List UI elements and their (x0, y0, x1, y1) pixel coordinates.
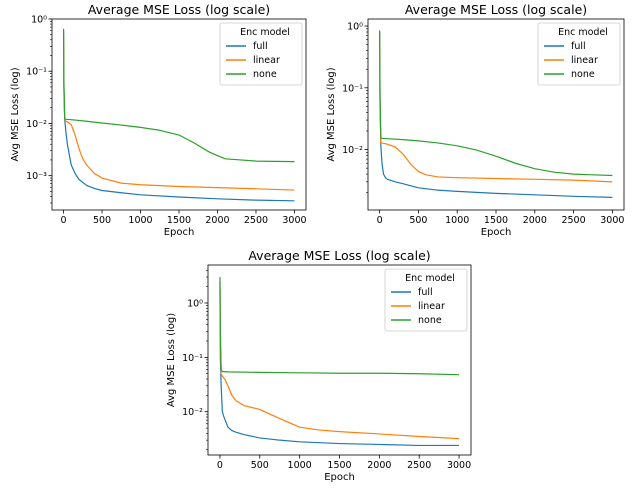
x-tick-label: 0 (61, 215, 67, 226)
y-tick-label: 10⁰ (187, 299, 203, 310)
y-tick-label: 10⁰ (347, 22, 363, 33)
y-tick-label: 10⁻² (342, 145, 363, 156)
y-tick-label: 10⁻² (182, 407, 203, 418)
y-tick-label: 10⁰ (31, 15, 47, 26)
legend-label-full: full (418, 287, 433, 298)
y-axis-label: Avg MSE Loss (log) (166, 313, 177, 407)
series-line-full (62, 30, 295, 202)
y-tick-label: 10⁻¹ (342, 83, 363, 94)
legend-label-linear: linear (418, 301, 445, 312)
legend-box (384, 268, 468, 332)
chart-bottom: Average MSE Loss (log scale) 0 500 1000 1500… (166, 248, 472, 483)
y-tick-label: 10⁻³ (26, 171, 47, 182)
y-axis-label: Avg MSE Loss (log) (326, 67, 337, 161)
legend-label-none: none (418, 315, 442, 326)
series-line-full (219, 281, 460, 447)
legend-label-none: none (571, 69, 595, 80)
legend-label-full: full (571, 41, 586, 52)
x-tick-label: 2000 (523, 215, 547, 226)
x-tick-label: 2000 (205, 215, 229, 226)
chart-title: Average MSE Loss (log scale) (248, 248, 430, 263)
legend-title: Enc model (405, 273, 455, 284)
x-tick-label: 2500 (244, 215, 268, 226)
y-tick-label: 10⁻¹ (26, 67, 47, 78)
series-line-linear (219, 289, 460, 440)
x-tick-label: 0 (377, 215, 383, 226)
chart-title: Average MSE Loss (log scale) (405, 2, 587, 17)
x-axis-label: Epoch (324, 472, 355, 483)
chart-title: Average MSE Loss (log scale) (88, 2, 270, 17)
x-tick-label: 3000 (447, 460, 471, 471)
series-line-none (62, 28, 295, 163)
x-tick-label: 1000 (288, 460, 312, 471)
series-line-linear (379, 35, 613, 183)
x-tick-label: 500 (409, 215, 427, 226)
series-line-full (379, 32, 613, 198)
x-tick-label: 1500 (327, 460, 351, 471)
x-axis-label: Epoch (164, 227, 195, 238)
legend-box (219, 22, 303, 86)
y-axis-label: Avg MSE Loss (log) (10, 67, 21, 161)
legend-label-full: full (253, 41, 268, 52)
x-tick-label: 3000 (600, 215, 624, 226)
x-tick-label: 3000 (282, 215, 306, 226)
x-tick-label: 1500 (484, 215, 508, 226)
series-line-none (379, 30, 613, 177)
series-line-none (219, 277, 460, 376)
x-tick-label: 2000 (367, 460, 391, 471)
legend-label-none: none (253, 69, 277, 80)
x-tick-label: 2500 (407, 460, 431, 471)
x-axis-label: Epoch (481, 227, 512, 238)
legend-title: Enc model (240, 27, 290, 38)
series-line-linear (62, 34, 295, 191)
y-tick-label: 10⁻¹ (182, 353, 203, 364)
x-tick-label: 1500 (167, 215, 191, 226)
legend-label-linear: linear (253, 55, 280, 66)
x-tick-label: 1000 (128, 215, 152, 226)
legend-title: Enc model (558, 27, 608, 38)
legend-box (537, 22, 621, 86)
x-tick-label: 1000 (445, 215, 469, 226)
y-tick-label: 10⁻² (26, 119, 47, 130)
x-tick-label: 0 (217, 460, 223, 471)
chart-top-right: Average MSE Loss (log scale) 0 500 1000 1500… (326, 2, 624, 238)
chart-top-left: Average MSE Loss (log scale) 0 500 1000 1500… (10, 2, 307, 238)
x-tick-label: 2500 (561, 215, 585, 226)
x-tick-label: 500 (251, 460, 269, 471)
x-tick-label: 500 (93, 215, 111, 226)
legend-label-linear: linear (571, 55, 598, 66)
